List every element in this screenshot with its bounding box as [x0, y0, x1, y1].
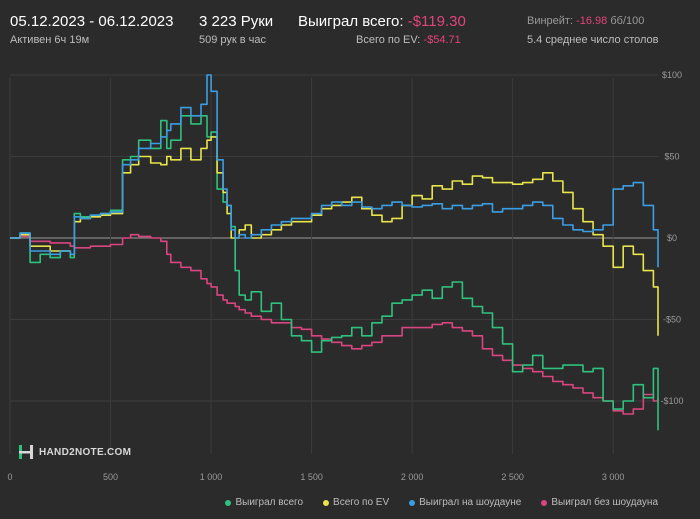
series-line-1[interactable] [10, 136, 659, 336]
legend-dot-icon [323, 499, 330, 506]
legend-item-non-showdown[interactable]: Выиграл без шоудауна [541, 497, 658, 508]
y-tick-label: $50 [664, 152, 679, 162]
series-line-3[interactable] [10, 233, 659, 415]
y-axis-ticks: $100 $50 $0 -$50 -$100 [660, 70, 683, 406]
x-tick-label: 0 [7, 472, 12, 482]
logo-text: HAND2NOTE.COM [39, 446, 132, 458]
x-tick-label: 3 000 [602, 472, 625, 482]
x-tick-label: 500 [103, 472, 118, 482]
winrate-value: -16.98 [576, 15, 608, 27]
chart-area[interactable]: $100 $50 $0 -$50 -$100 0 500 1 000 1 500 2 000 2 … [0, 62, 700, 497]
y-tick-label: -$100 [660, 396, 683, 406]
hand2note-logo: HAND2NOTE.COM [18, 444, 131, 460]
avg-tables: 5.4 среднее число столов [527, 34, 659, 46]
y-tick-label: $0 [667, 233, 677, 243]
legend-dot-icon [409, 499, 416, 506]
x-axis-ticks: 0 500 1 000 1 500 2 000 2 500 3 000 [7, 472, 624, 482]
legend-item-showdown[interactable]: Выиграл на шоудауне [409, 497, 521, 508]
won-total: Выиграл всего: -$119.30 [298, 13, 466, 30]
hands-count: 3 223 Руки [199, 13, 274, 30]
winrate: Винрейт: -16.98 бб/100 [527, 15, 644, 27]
legend-label: Выиграл всего [235, 497, 304, 508]
won-total-label: Выиграл всего: [298, 13, 404, 30]
winrate-label: Винрейт: [527, 15, 574, 27]
legend-label: Выиграл на шоудауне [419, 497, 522, 508]
hand2note-logo-icon [19, 445, 33, 459]
date-range[interactable]: 05.12.2023 - 06.12.2023 [10, 13, 174, 30]
x-tick-label: 1 000 [200, 472, 223, 482]
ev-total-label: Всего по EV: [356, 34, 421, 46]
legend-dot-icon [225, 499, 232, 506]
x-tick-label: 2 500 [501, 472, 524, 482]
won-total-value: -$119.30 [407, 13, 466, 30]
series-line-2[interactable] [10, 74, 659, 268]
hands-per-hour: 509 рук в час [199, 34, 267, 46]
chart-series [10, 74, 659, 431]
chart-legend: Выиграл всего Всего по EV Выиграл на шоу… [225, 497, 658, 508]
legend-item-won-total[interactable]: Выиграл всего [225, 497, 303, 508]
ev-total-value: -$54.71 [423, 34, 461, 46]
series-line-0[interactable] [10, 115, 659, 431]
header: 05.12.2023 - 06.12.2023 Активен 6ч 19м 3… [0, 0, 700, 62]
legend-dot-icon [541, 499, 548, 506]
legend-label: Выиграл без шоудауна [551, 497, 658, 508]
x-tick-label: 1 500 [300, 472, 323, 482]
winrate-unit: бб/100 [610, 15, 645, 27]
y-tick-label: -$50 [663, 315, 681, 325]
legend-label: Всего по EV [333, 497, 390, 508]
chart-grid [9, 74, 658, 454]
x-tick-label: 2 000 [401, 472, 424, 482]
active-duration: Активен 6ч 19м [10, 34, 90, 46]
legend-item-ev[interactable]: Всего по EV [323, 497, 389, 508]
y-tick-label: $100 [662, 70, 682, 80]
ev-total-line: Всего по EV: -$54.71 [356, 34, 461, 46]
